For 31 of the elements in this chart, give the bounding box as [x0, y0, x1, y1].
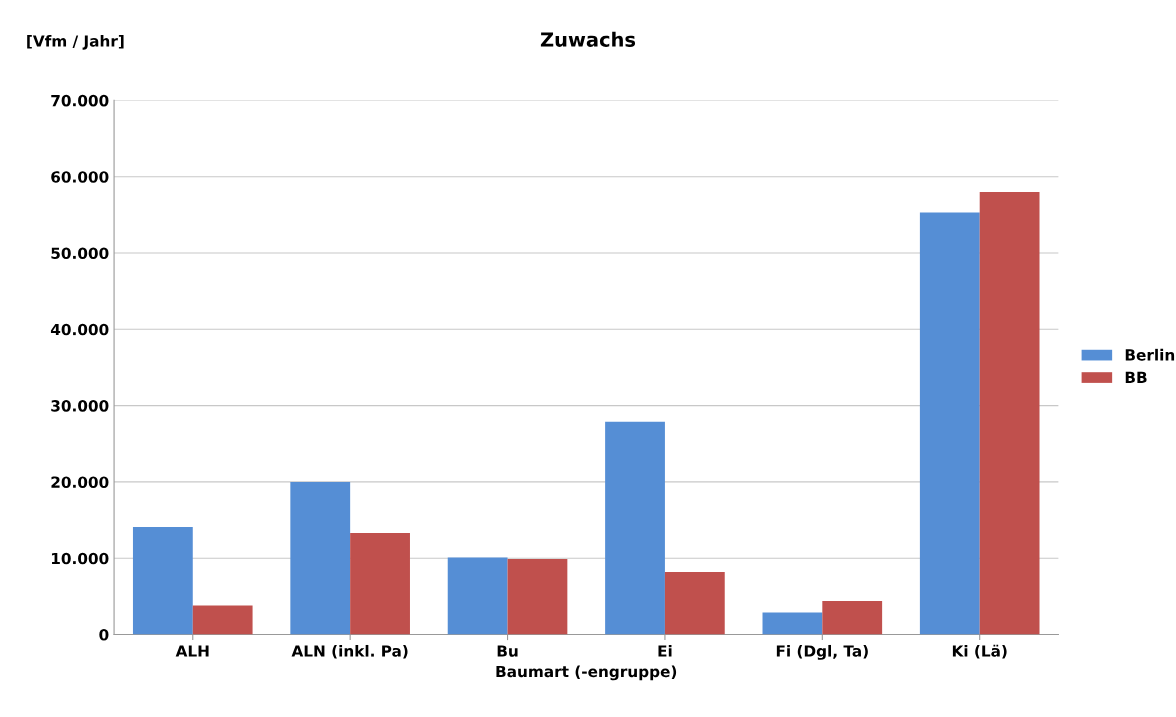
- x-tick-label: ALN (inkl. Pa): [291, 644, 408, 659]
- bar: [605, 421, 665, 635]
- y-tick-label: 10.000: [51, 552, 109, 565]
- bar: [762, 612, 823, 635]
- y-tick-label: 70.000: [51, 94, 109, 107]
- x-tick-label: Ei: [658, 644, 672, 657]
- y-tick-label: 30.000: [51, 400, 109, 412]
- y-tick-label: 40.000: [50, 323, 109, 336]
- bar: [919, 212, 980, 635]
- bar: [350, 533, 410, 635]
- x-tick-label: Ki (Lä): [952, 644, 1007, 659]
- bar: [979, 191, 1040, 635]
- x-tick-label: Bu: [497, 645, 518, 657]
- x-axis-title: Baumart (-engruppe): [496, 665, 677, 681]
- y-tick-label: 60.000: [51, 171, 109, 183]
- chart-title: Zuwachs: [540, 31, 636, 47]
- bar: [664, 571, 725, 635]
- bar: [192, 605, 253, 635]
- y-tick-label: 50.000: [51, 247, 109, 260]
- legend-label: Berlin: [1125, 348, 1175, 361]
- y-axis-title: [Vfm / Jahr]: [27, 35, 124, 50]
- x-tick-label: ALH: [175, 645, 209, 657]
- bar: [447, 557, 508, 635]
- x-tick-label: Fi (Dgl, Ta): [776, 644, 868, 660]
- y-tick-label: 0: [99, 629, 109, 641]
- bar: [822, 600, 883, 635]
- legend-label: BB: [1125, 371, 1147, 383]
- y-tick-label: 20.000: [51, 476, 109, 488]
- bar: [132, 526, 193, 635]
- bar: [507, 559, 568, 635]
- bar: [290, 481, 351, 635]
